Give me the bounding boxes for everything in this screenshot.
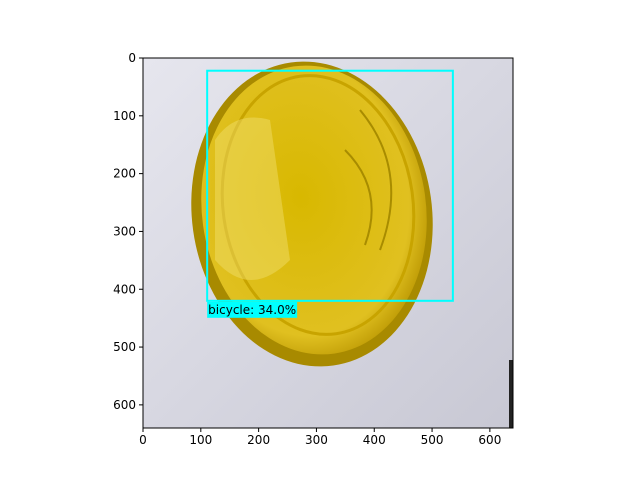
photo — [143, 58, 513, 428]
y-tick-label: 200 — [113, 167, 136, 181]
y-tick-label: 0 — [128, 51, 136, 65]
x-tick-label: 300 — [305, 433, 328, 447]
y-tick-label: 400 — [113, 282, 136, 296]
y-tick-label: 600 — [113, 398, 136, 412]
x-tick-label: 200 — [247, 433, 270, 447]
y-tick-label: 100 — [113, 109, 136, 123]
detection-label: bicycle: 34.0% — [208, 303, 296, 317]
x-tick-label: 500 — [421, 433, 444, 447]
detection-box — [206, 69, 454, 302]
x-tick-label: 0 — [139, 433, 147, 447]
axes-frame — [142, 57, 514, 429]
x-tick-label: 600 — [478, 433, 501, 447]
x-tick-label: 100 — [189, 433, 212, 447]
x-tick-label: 400 — [363, 433, 386, 447]
detection-label-bg — [207, 301, 298, 318]
y-tick-label: 300 — [113, 224, 136, 238]
y-tick-label: 500 — [113, 340, 136, 354]
